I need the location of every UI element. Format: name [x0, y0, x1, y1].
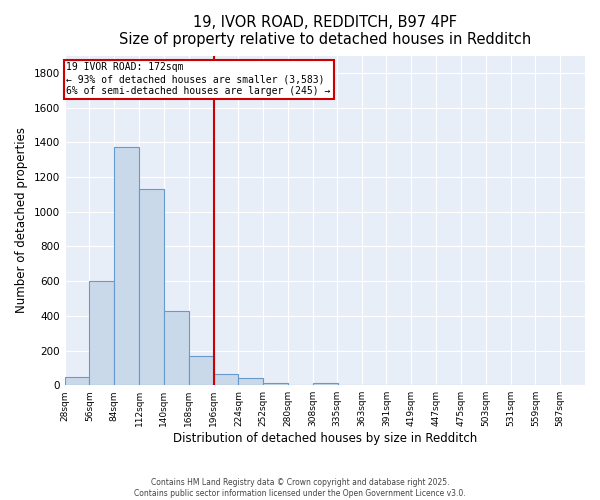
- Bar: [65, 376, 89, 385]
- Bar: [139, 189, 164, 385]
- Bar: [238, 378, 263, 385]
- Text: 19 IVOR ROAD: 172sqm
← 93% of detached houses are smaller (3,583)
6% of semi-det: 19 IVOR ROAD: 172sqm ← 93% of detached h…: [67, 62, 331, 96]
- Title: 19, IVOR ROAD, REDDITCH, B97 4PF
Size of property relative to detached houses in: 19, IVOR ROAD, REDDITCH, B97 4PF Size of…: [119, 15, 531, 48]
- Y-axis label: Number of detached properties: Number of detached properties: [15, 128, 28, 314]
- Bar: [164, 310, 189, 385]
- Bar: [89, 281, 115, 385]
- Bar: [313, 382, 338, 385]
- Bar: [263, 382, 288, 385]
- X-axis label: Distribution of detached houses by size in Redditch: Distribution of detached houses by size …: [173, 432, 477, 445]
- Bar: [189, 356, 214, 385]
- Bar: [115, 148, 139, 385]
- Bar: [214, 374, 238, 385]
- Text: Contains HM Land Registry data © Crown copyright and database right 2025.
Contai: Contains HM Land Registry data © Crown c…: [134, 478, 466, 498]
